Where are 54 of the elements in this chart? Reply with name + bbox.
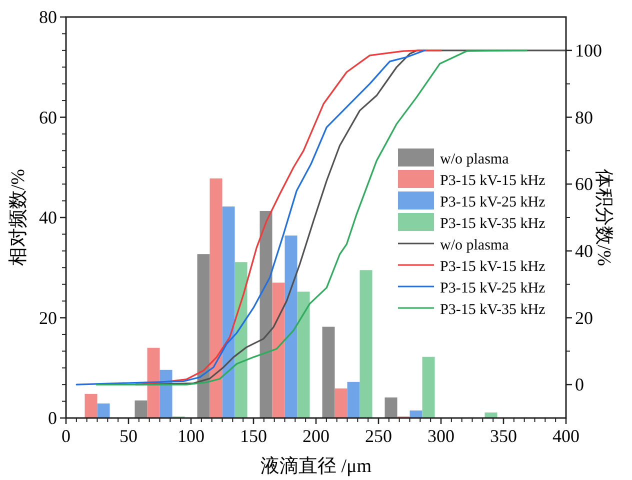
bar (147, 348, 160, 418)
line-series (76, 50, 426, 386)
legend-label: P3-15 kV-35 kHz (440, 302, 546, 318)
x-axis-title: 液滴直径 /μm (260, 455, 372, 477)
x-tick-label: 200 (302, 426, 330, 446)
bar (422, 356, 435, 418)
y-axis-title: 相对频数/% (8, 168, 29, 266)
bar (484, 412, 498, 418)
y2-tick-label: 20 (575, 308, 593, 328)
bar (222, 206, 235, 418)
x-tick-label: 50 (120, 426, 138, 446)
y2-axis-title: 体积分数/% (593, 168, 614, 266)
legend-label: P3-15 kV-25 kHz (440, 280, 546, 296)
x-tick-label: 250 (365, 426, 392, 446)
bar (160, 370, 172, 418)
y2-tick-label: 100 (575, 40, 602, 60)
y2-tick-label: 80 (575, 107, 593, 128)
bar (134, 400, 148, 418)
x-tick-label: 100 (178, 426, 204, 446)
y2-tick-label: 40 (575, 240, 593, 261)
bar (84, 394, 98, 418)
bar (322, 326, 335, 418)
y-tick-label: 40 (39, 208, 57, 228)
bar (284, 236, 298, 418)
line-series (135, 50, 442, 386)
bar (297, 292, 310, 418)
x-tick-label: 300 (428, 426, 454, 446)
x-tick-label: 400 (552, 426, 580, 446)
x-tick-label: 350 (490, 426, 517, 446)
bar (97, 403, 110, 418)
x-tick-label: 0 (62, 426, 70, 446)
legend-label: P3-15 kV-25 kHz (440, 194, 546, 210)
bar (384, 397, 398, 418)
bar (410, 410, 422, 418)
bar (234, 262, 248, 418)
y-tick-label: 20 (39, 308, 57, 328)
legend-label: P3-15 kV-35 kHz (440, 216, 546, 232)
x-tick-label: 150 (240, 426, 267, 446)
legend-label: w/o plasma (440, 238, 510, 254)
y2-tick-label: 0 (575, 374, 584, 395)
y-tick-label: 60 (39, 107, 57, 128)
bar (347, 382, 360, 418)
legend-label: w/o plasma (440, 152, 510, 168)
y-tick-label: 0 (48, 408, 57, 428)
bar (360, 270, 372, 418)
y2-tick-label: 60 (575, 174, 593, 194)
bar (334, 388, 348, 418)
legend-label: P3-15 kV-15 kHz (440, 173, 546, 189)
bar (272, 282, 285, 418)
bar (210, 178, 222, 418)
legend-label: P3-15 kV-15 kHz (440, 259, 546, 275)
bar (260, 210, 272, 418)
y-tick-label: 80 (39, 7, 57, 27)
bar (197, 254, 210, 418)
